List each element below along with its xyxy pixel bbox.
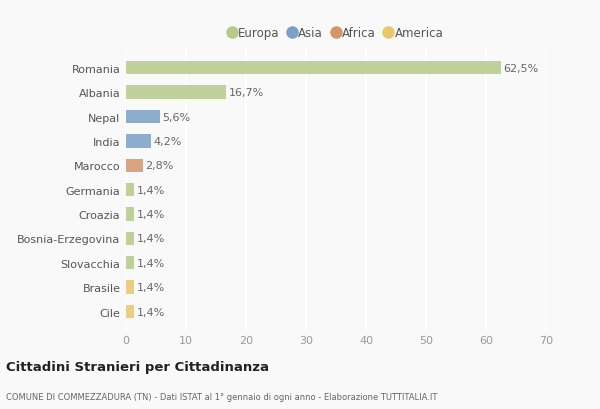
- Bar: [126, 184, 134, 197]
- Text: COMUNE DI COMMEZZADURA (TN) - Dati ISTAT al 1° gennaio di ogni anno - Elaborazio: COMUNE DI COMMEZZADURA (TN) - Dati ISTAT…: [6, 392, 437, 401]
- Text: 1,4%: 1,4%: [137, 234, 165, 244]
- Legend: Europa, Asia, Africa, America: Europa, Asia, Africa, America: [229, 27, 443, 40]
- Bar: [126, 305, 134, 319]
- Text: 2,8%: 2,8%: [145, 161, 173, 171]
- Text: 1,4%: 1,4%: [137, 258, 165, 268]
- Text: 4,2%: 4,2%: [154, 137, 182, 146]
- Text: 1,4%: 1,4%: [137, 209, 165, 220]
- Text: 1,4%: 1,4%: [137, 307, 165, 317]
- Text: 1,4%: 1,4%: [137, 283, 165, 292]
- Text: Cittadini Stranieri per Cittadinanza: Cittadini Stranieri per Cittadinanza: [6, 360, 269, 373]
- Bar: [126, 135, 151, 148]
- Bar: [126, 110, 160, 124]
- Bar: [126, 86, 226, 100]
- Text: 1,4%: 1,4%: [137, 185, 165, 195]
- Text: 5,6%: 5,6%: [162, 112, 190, 122]
- Bar: [126, 232, 134, 245]
- Bar: [126, 256, 134, 270]
- Bar: [126, 208, 134, 221]
- Bar: [126, 281, 134, 294]
- Bar: [126, 159, 143, 173]
- Bar: [126, 62, 501, 75]
- Text: 62,5%: 62,5%: [503, 64, 539, 74]
- Text: 16,7%: 16,7%: [229, 88, 264, 98]
